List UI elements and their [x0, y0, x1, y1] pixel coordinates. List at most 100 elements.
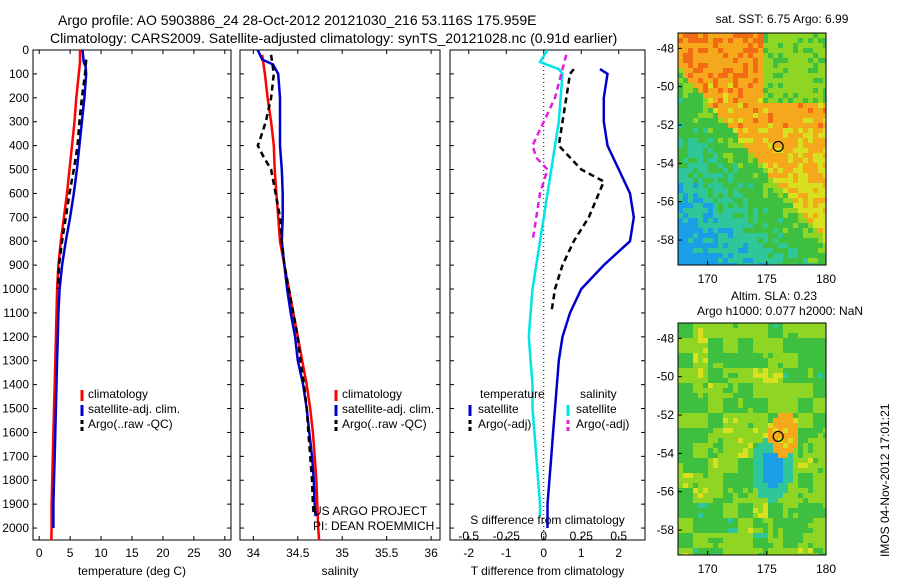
map-y-tick-label: -52 — [657, 408, 675, 422]
map-cell — [713, 468, 719, 474]
map-cell — [823, 108, 826, 114]
map-cell — [698, 408, 704, 414]
map-cell — [813, 63, 819, 69]
map-cell — [703, 523, 709, 529]
map-cell — [693, 518, 699, 524]
map-cell — [798, 238, 804, 244]
map-cell — [688, 243, 694, 249]
map-cell — [703, 133, 709, 139]
map-cell — [738, 403, 744, 409]
map-cell — [798, 403, 804, 409]
map-cell — [808, 348, 814, 354]
map-cell — [738, 338, 744, 344]
map-cell — [778, 123, 784, 129]
map-cell — [743, 348, 749, 354]
map-cell — [758, 113, 764, 119]
map-cell — [718, 133, 724, 139]
map-cell — [703, 128, 709, 134]
map-cell — [723, 33, 729, 39]
legend-label: satellite-adj. clim. — [88, 402, 180, 416]
map-cell — [743, 368, 749, 374]
map-cell — [713, 408, 719, 414]
map-cell — [798, 503, 804, 509]
map-cell — [778, 378, 784, 384]
map-cell — [823, 68, 826, 74]
map-cell — [773, 408, 779, 414]
map-cell — [698, 473, 704, 479]
map-cell — [768, 348, 774, 354]
map-cell — [728, 223, 734, 229]
map-cell — [823, 528, 826, 534]
map-cell — [708, 123, 714, 129]
map-cell — [763, 128, 769, 134]
map-cell — [823, 493, 826, 499]
map-cell — [688, 208, 694, 214]
map-cell — [713, 398, 719, 404]
map-cell — [678, 43, 684, 49]
map-cell — [783, 183, 789, 189]
map-cell — [708, 548, 714, 554]
map-cell — [688, 508, 694, 514]
map-cell — [763, 173, 769, 179]
map-cell — [788, 58, 794, 64]
map-cell — [698, 193, 704, 199]
map-cell — [708, 38, 714, 44]
map-cell — [763, 543, 769, 549]
map-cell — [798, 383, 804, 389]
map-cell — [783, 178, 789, 184]
map-cell — [783, 323, 789, 329]
map-cell — [788, 418, 794, 424]
map-cell — [818, 123, 824, 129]
map-cell — [678, 468, 684, 474]
map-cell — [808, 218, 814, 224]
map-cell — [798, 408, 804, 414]
map-cell — [768, 378, 774, 384]
map-cell — [688, 188, 694, 194]
map-cell — [718, 178, 724, 184]
map-cell — [813, 443, 819, 449]
map-cell — [698, 33, 704, 39]
map-cell — [758, 103, 764, 109]
map-cell — [738, 518, 744, 524]
map-cell — [753, 98, 759, 104]
map-cell — [718, 108, 724, 114]
map-cell — [793, 368, 799, 374]
map-cell — [678, 243, 684, 249]
map-cell — [718, 153, 724, 159]
map-cell — [738, 488, 744, 494]
map-cell — [678, 518, 684, 524]
map-cell — [818, 83, 824, 89]
map-cell — [733, 323, 739, 329]
map-cell — [723, 88, 729, 94]
map-cell — [808, 403, 814, 409]
map-cell — [728, 158, 734, 164]
map-cell — [803, 538, 809, 544]
map-cell — [758, 363, 764, 369]
map-cell — [688, 223, 694, 229]
map-cell — [708, 258, 714, 264]
map-cell — [688, 378, 694, 384]
map-cell — [783, 63, 789, 69]
map-cell — [738, 543, 744, 549]
y-tick-label: 1700 — [2, 449, 29, 463]
map-cell — [678, 158, 684, 164]
map-cell — [738, 413, 744, 419]
map-cell — [758, 533, 764, 539]
map-cell — [778, 538, 784, 544]
map-cell — [793, 168, 799, 174]
map-cell — [818, 518, 824, 524]
map-cell — [818, 413, 824, 419]
map-cell — [813, 368, 819, 374]
map-cell — [748, 148, 754, 154]
map-cell — [788, 493, 794, 499]
map-cell — [733, 483, 739, 489]
map-cell — [728, 118, 734, 124]
map-cell — [758, 203, 764, 209]
map-cell — [728, 503, 734, 509]
map-cell — [688, 458, 694, 464]
map-cell — [708, 533, 714, 539]
map-cell — [748, 488, 754, 494]
map-cell — [718, 223, 724, 229]
map-cell — [683, 398, 689, 404]
map-cell — [818, 33, 824, 39]
